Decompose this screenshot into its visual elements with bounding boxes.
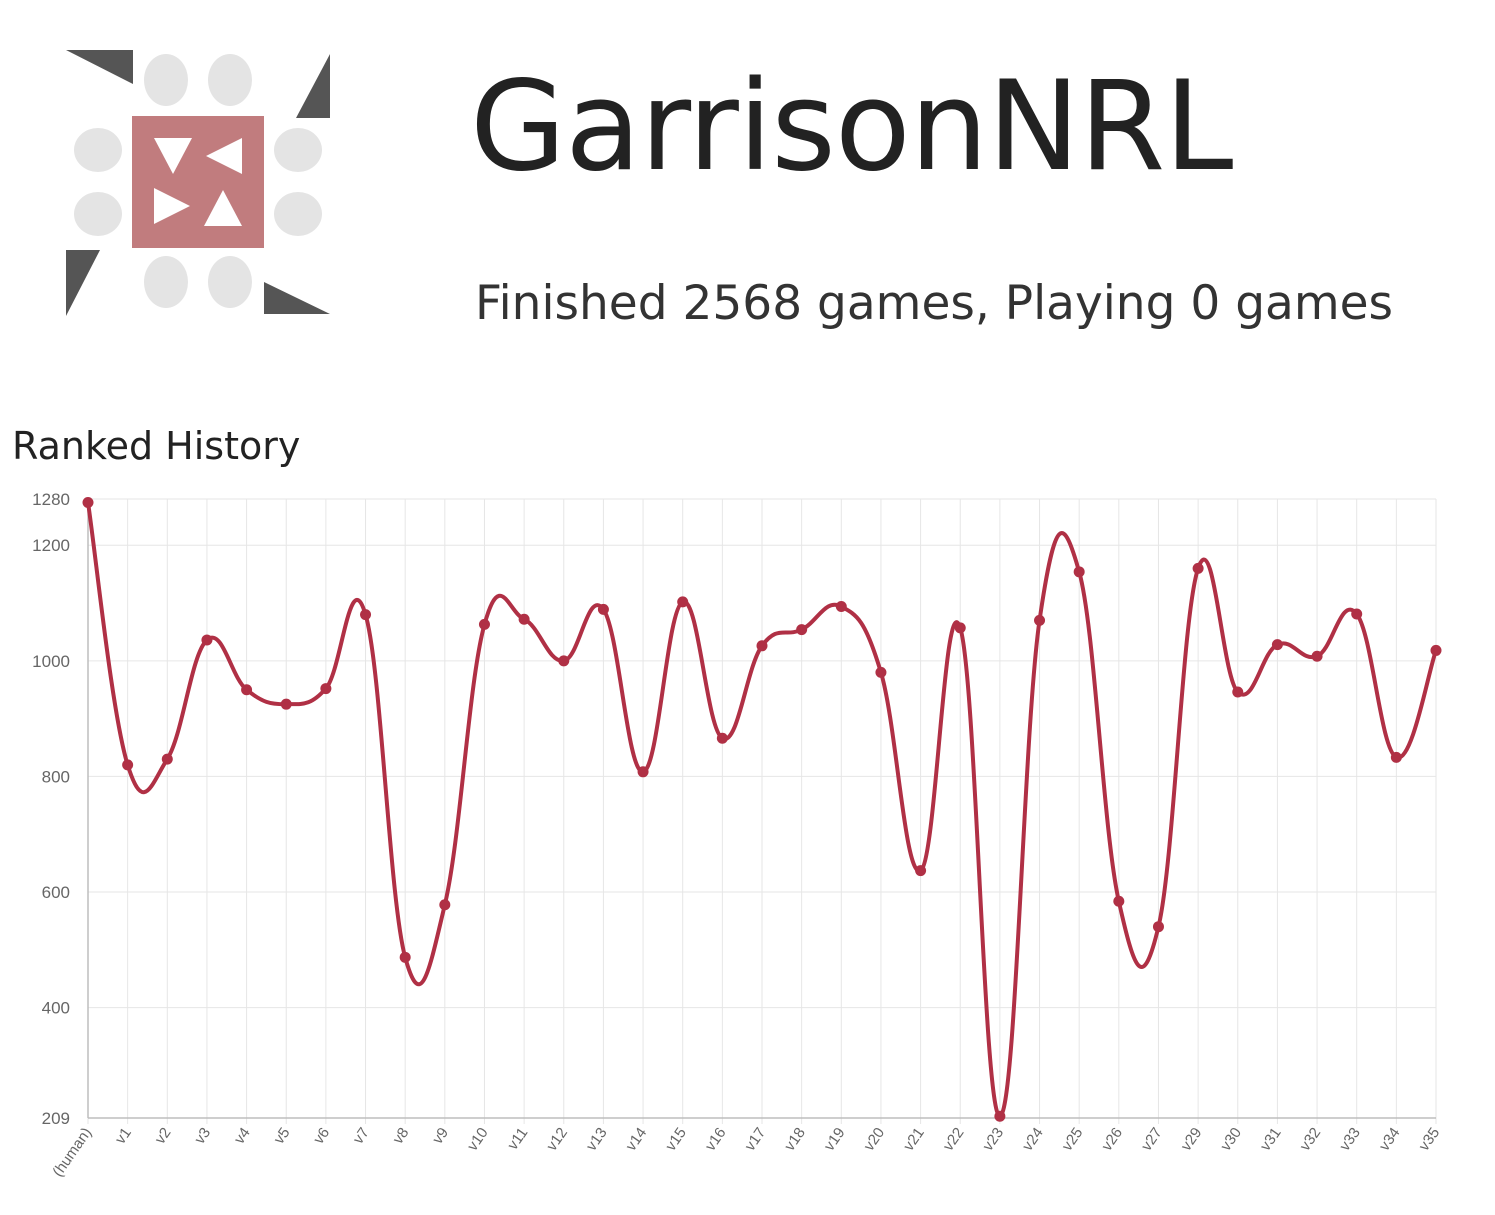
grid (87, 498, 1437, 1124)
y-axis: 209 400 600 800 1000 1200 1280 (32, 490, 89, 1128)
x-tick-label: v32 (1297, 1125, 1325, 1155)
data-point-v32[interactable] (1311, 650, 1323, 662)
x-tick-label: v34 (1376, 1125, 1404, 1155)
data-point-v4[interactable] (241, 684, 253, 696)
data-point-v22[interactable] (954, 622, 966, 634)
x-tick-label: v31 (1257, 1125, 1285, 1155)
x-tick-label: v6 (310, 1125, 333, 1148)
data-point-v25[interactable] (1073, 566, 1085, 578)
data-point-v6[interactable] (320, 683, 332, 695)
y-tick-label: 400 (42, 999, 70, 1018)
logo-corner-top-right (296, 54, 330, 118)
x-tick-label: v18 (781, 1125, 809, 1155)
data-point-v18[interactable] (796, 624, 808, 636)
section-title: Ranked History (12, 424, 301, 468)
x-tick-label: v30 (1217, 1125, 1245, 1155)
x-tick-label: v27 (1138, 1125, 1166, 1155)
logo-corner-bottom-right (264, 282, 330, 314)
bot-avatar-icon (66, 50, 330, 316)
ranked-history-chart: 209 400 600 800 1000 1200 1280 (human) v1 v2 v3 v4… (32, 490, 1443, 1181)
data-point-v5[interactable] (280, 698, 292, 710)
x-tick-label: v15 (662, 1125, 690, 1155)
y-tick-label: 209 (42, 1109, 70, 1128)
x-axis: (human) v1 v2 v3 v4 v5 v6 v7 v8 v9 v10 v11 v12 v13 v14… (49, 1117, 1443, 1181)
x-tick-label: v1 (112, 1125, 135, 1148)
data-point-v14[interactable] (637, 766, 649, 778)
logo-corner-bottom-left (66, 250, 100, 316)
logo-arrows (154, 138, 242, 226)
y-tick-label: 600 (42, 883, 70, 902)
data-point-v23[interactable] (994, 1110, 1006, 1122)
x-tick-label: v29 (1178, 1125, 1206, 1155)
y-tick-label: 1000 (32, 652, 70, 671)
data-point-v11[interactable] (518, 613, 530, 625)
data-point-(human)[interactable] (82, 496, 94, 508)
x-tick-label: v33 (1336, 1125, 1364, 1155)
x-tick-label: v26 (1098, 1125, 1126, 1155)
x-tick-label: v8 (389, 1125, 412, 1148)
logo-dots (74, 54, 322, 308)
x-tick-label: v19 (821, 1125, 849, 1155)
x-tick-label: v21 (900, 1125, 928, 1155)
x-tick-label: v23 (979, 1125, 1007, 1155)
data-point-v2[interactable] (161, 753, 173, 765)
games-summary: Finished 2568 games, Playing 0 games (475, 276, 1394, 331)
x-tick-label: v9 (429, 1125, 452, 1148)
data-point-v13[interactable] (597, 603, 609, 615)
x-tick-label: (human) (49, 1125, 95, 1181)
x-tick-label: v5 (270, 1125, 293, 1148)
data-point-v34[interactable] (1390, 751, 1402, 763)
data-point-v9[interactable] (439, 899, 451, 911)
x-tick-label: v11 (504, 1125, 531, 1154)
data-point-v16[interactable] (716, 732, 728, 744)
data-points (82, 496, 1442, 1122)
x-tick-label: v14 (623, 1125, 651, 1155)
series-line (86, 502, 1438, 1119)
data-point-v20[interactable] (875, 666, 887, 678)
data-point-v29[interactable] (1192, 562, 1204, 574)
y-tick-label: 1200 (32, 536, 70, 555)
y-tick-label: 800 (42, 767, 70, 786)
data-point-v15[interactable] (677, 596, 689, 608)
data-point-v27[interactable] (1152, 921, 1164, 933)
logo-square (132, 116, 264, 248)
x-tick-label: v13 (583, 1125, 611, 1155)
page-title: GarrisonNRL (470, 55, 1233, 199)
x-tick-label: v2 (152, 1125, 175, 1148)
x-tick-label: v10 (464, 1125, 492, 1155)
data-point-v33[interactable] (1351, 608, 1363, 620)
data-point-v1[interactable] (122, 759, 134, 771)
x-tick-label: v22 (940, 1125, 968, 1155)
data-point-v12[interactable] (558, 655, 570, 667)
x-tick-label: v17 (741, 1125, 769, 1155)
data-point-v19[interactable] (835, 601, 847, 613)
data-point-v7[interactable] (360, 609, 372, 621)
x-tick-label: v20 (860, 1125, 888, 1155)
y-tick-label: 1280 (32, 490, 70, 509)
x-tick-label: v16 (702, 1125, 730, 1155)
data-point-v30[interactable] (1232, 686, 1244, 698)
x-tick-label: v12 (543, 1125, 571, 1155)
data-point-v3[interactable] (201, 634, 213, 646)
x-tick-label: v35 (1415, 1125, 1443, 1155)
data-point-v10[interactable] (478, 618, 490, 630)
x-tick-label: v25 (1059, 1125, 1087, 1155)
data-point-v31[interactable] (1271, 639, 1283, 651)
data-point-v24[interactable] (1034, 614, 1046, 626)
data-point-v26[interactable] (1113, 895, 1125, 907)
data-point-v8[interactable] (399, 951, 411, 963)
x-tick-label: v4 (231, 1125, 254, 1148)
x-tick-label: v24 (1019, 1125, 1047, 1155)
logo-corner-top-left (66, 50, 133, 84)
x-tick-label: v3 (191, 1125, 214, 1148)
data-point-v21[interactable] (915, 865, 927, 877)
data-point-v17[interactable] (756, 640, 768, 652)
data-point-v35[interactable] (1430, 644, 1442, 656)
x-tick-label: v7 (350, 1125, 373, 1148)
